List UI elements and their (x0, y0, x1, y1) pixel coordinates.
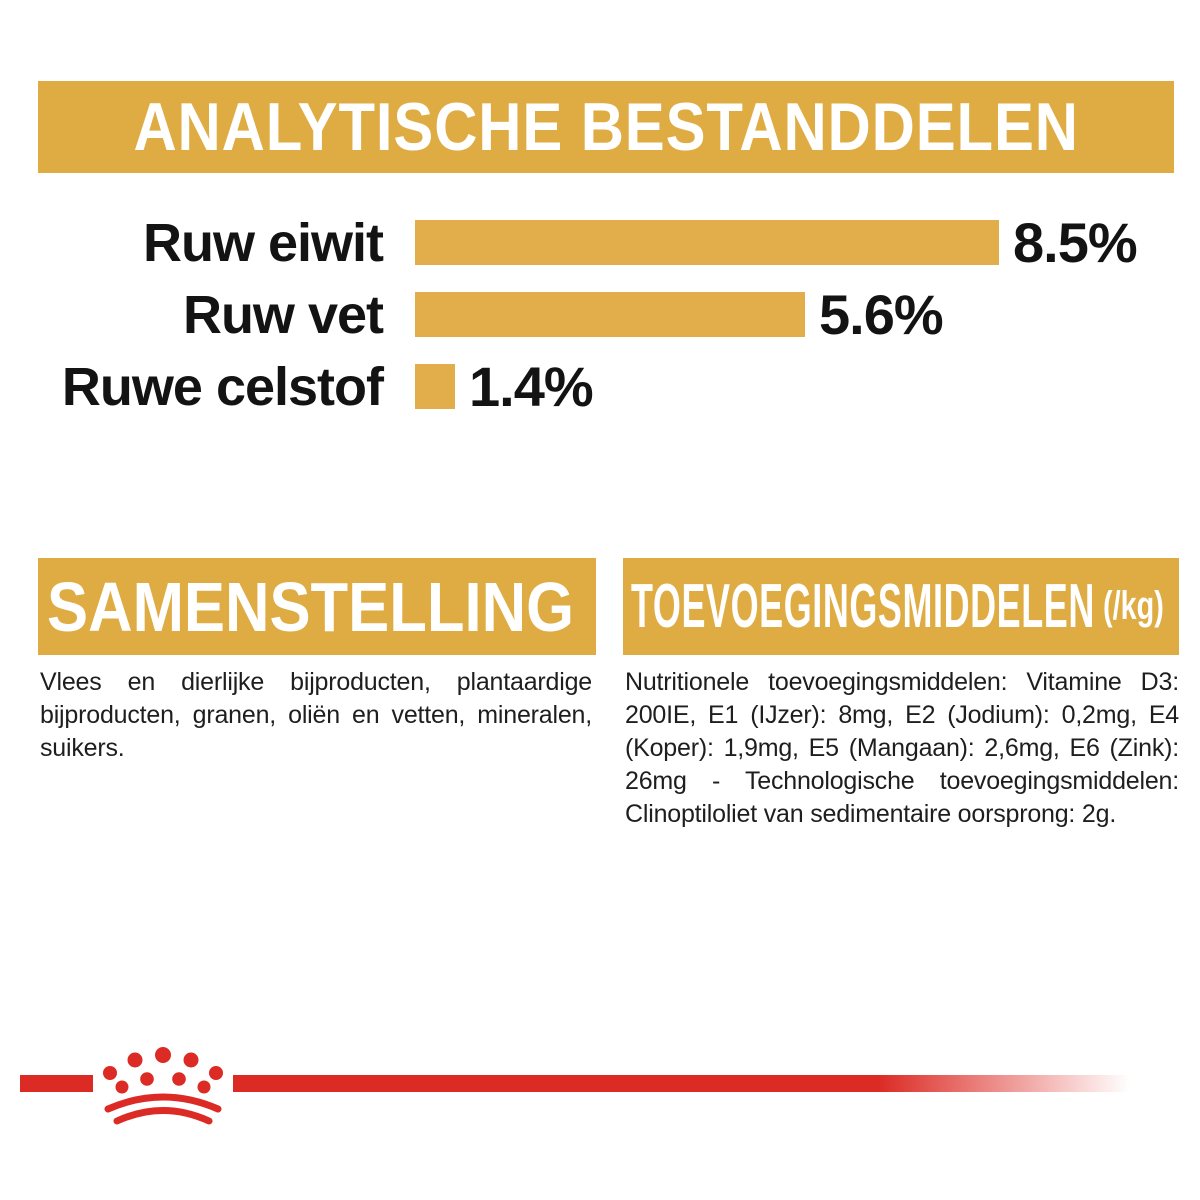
bar-value-label: 5.6% (819, 283, 944, 346)
bar (415, 292, 805, 337)
chart-rows: Ruw eiwit 8.5% Ruw vet 5.6% Ruwe celstof 1.4% (40, 211, 1190, 418)
chart-row: Ruw eiwit 8.5% (40, 211, 1190, 274)
footer-line-left (20, 1075, 93, 1092)
per-kg-label: (/kg) (1103, 584, 1164, 628)
bar-value-label: 1.4% (469, 355, 594, 418)
analytical-constituents-chart: Ruw eiwit 8.5% Ruw vet 5.6% Ruwe celstof 1.4% (40, 211, 1190, 436)
toevoegingsmiddelen-suffix-wrap: (/kg) (1103, 584, 1165, 629)
samenstelling-title-wrap: SAMENSTELLING (47, 567, 592, 647)
bar (415, 220, 999, 265)
toevoegingsmiddelen-title: TOEVOEGINGSMIDDELEN (631, 572, 1095, 641)
header-title: ANALYTISCHE BESTANDDELEN (133, 89, 1079, 165)
samenstelling-body: Vlees en dierlijke bijproducten, plantaa… (40, 668, 592, 762)
header-banner: ANALYTISCHE BESTANDDELEN (38, 81, 1174, 173)
bar-category-label: Ruw eiwit (142, 212, 384, 273)
footer-line-right (233, 1075, 1130, 1092)
toevoegingsmiddelen-body: Nutritionele toevoegingsmiddelen: Vitami… (625, 668, 1179, 828)
chart-row: Ruwe celstof 1.4% (40, 355, 1190, 418)
chart-row: Ruw vet 5.6% (40, 283, 1190, 346)
bar (415, 364, 455, 409)
toevoegingsmiddelen-title-wrap: TOEVOEGINGSMIDDELEN (631, 571, 1097, 642)
samenstelling-title: SAMENSTELLING (47, 567, 575, 646)
bar-category-label: Ruw vet (182, 284, 384, 345)
toevoegingsmiddelen-banner: TOEVOEGINGSMIDDELEN (/kg) (623, 558, 1179, 655)
bar-value-label: 8.5% (1013, 211, 1138, 274)
samenstelling-banner: SAMENSTELLING (38, 558, 596, 655)
royal-canin-crown-icon (103, 1047, 223, 1125)
bar-category-label: Ruwe celstof (61, 356, 384, 417)
